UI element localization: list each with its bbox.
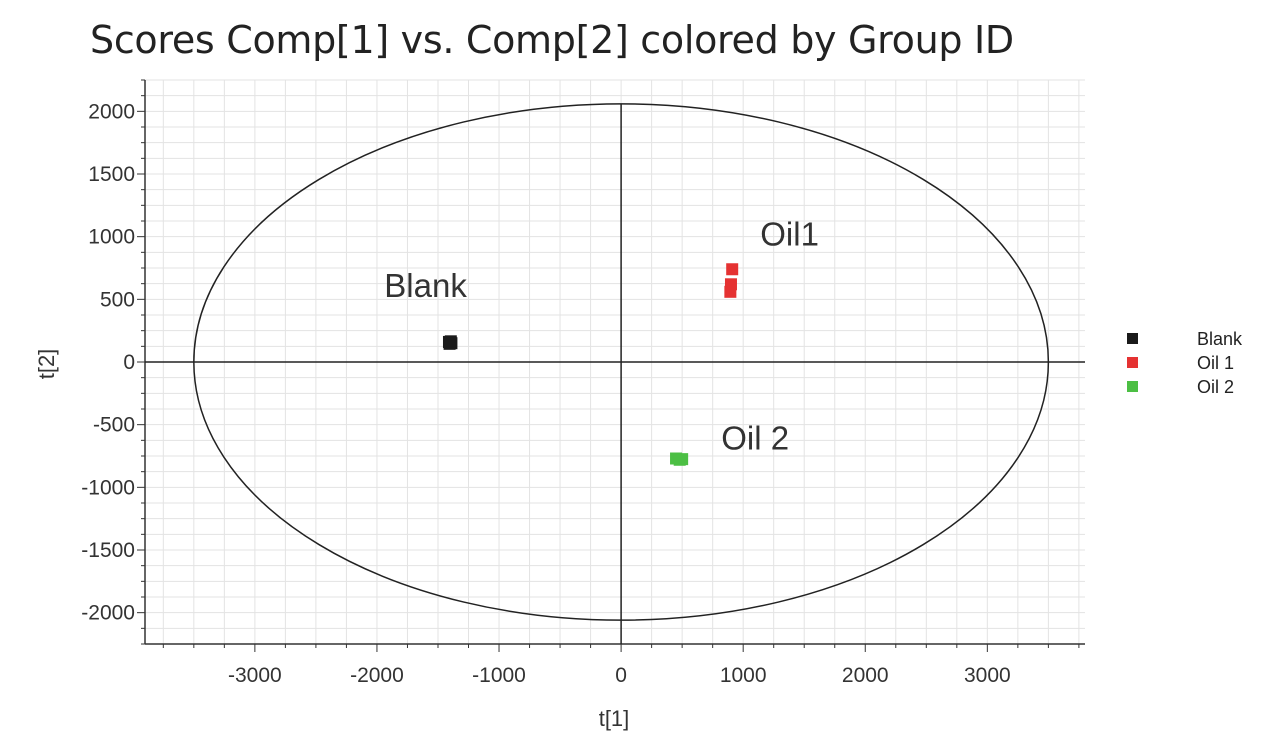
- x-tick-label: 3000: [964, 664, 1011, 687]
- group-annotation: Oil1: [760, 215, 819, 252]
- y-tick-label: 1000: [88, 226, 135, 249]
- x-tick-label: 0: [615, 664, 627, 687]
- group-annotation: Oil 2: [721, 420, 789, 457]
- data-point: [726, 263, 739, 276]
- legend[interactable]: Blank Oil 1 Oil 2: [1127, 329, 1243, 397]
- group-annotation: Blank: [384, 267, 467, 304]
- x-tick-labels: -3000 -2000 -1000 0 1000 2000 3000: [228, 664, 1011, 687]
- x-tick-label: -2000: [350, 664, 404, 687]
- y-tick-label: 500: [100, 288, 135, 311]
- legend-swatch: [1127, 333, 1138, 344]
- data-point: [444, 335, 457, 348]
- x-tick-label: -1000: [472, 664, 526, 687]
- chart-title: Scores Comp[1] vs. Comp[2] colored by Gr…: [90, 18, 1014, 62]
- annotations: Blank Oil1 Oil 2: [384, 215, 819, 456]
- data-point: [676, 453, 689, 466]
- confidence-ellipse-group: [193, 103, 1050, 621]
- legend-swatch: [1127, 357, 1138, 368]
- y-tick-label: -500: [93, 414, 135, 437]
- legend-swatch: [1127, 381, 1138, 392]
- y-tick-label: -2000: [81, 602, 135, 625]
- x-tick-label: -3000: [228, 664, 282, 687]
- y-tick-label: 0: [123, 351, 135, 374]
- axes: [137, 79, 1085, 652]
- y-tick-label: 1500: [88, 163, 135, 186]
- legend-entry[interactable]: Oil 2: [1197, 377, 1234, 397]
- y-tick-label: 2000: [88, 100, 135, 123]
- y-tick-label: -1500: [81, 539, 135, 562]
- data-point: [724, 285, 737, 298]
- x-tick-label: 2000: [842, 664, 889, 687]
- y-axis-label: t[2]: [34, 349, 59, 380]
- legend-entry[interactable]: Oil 1: [1197, 353, 1234, 373]
- hotelling-ellipse: [193, 103, 1050, 621]
- x-tick-label: 1000: [720, 664, 767, 687]
- data-points: [442, 263, 739, 466]
- y-tick-label: -1000: [81, 476, 135, 499]
- x-axis-label: t[1]: [599, 706, 630, 731]
- y-tick-labels: 2000 1500 1000 500 0 -500 -1000 -1500 -2000: [81, 100, 135, 624]
- legend-entry[interactable]: Blank: [1197, 329, 1243, 349]
